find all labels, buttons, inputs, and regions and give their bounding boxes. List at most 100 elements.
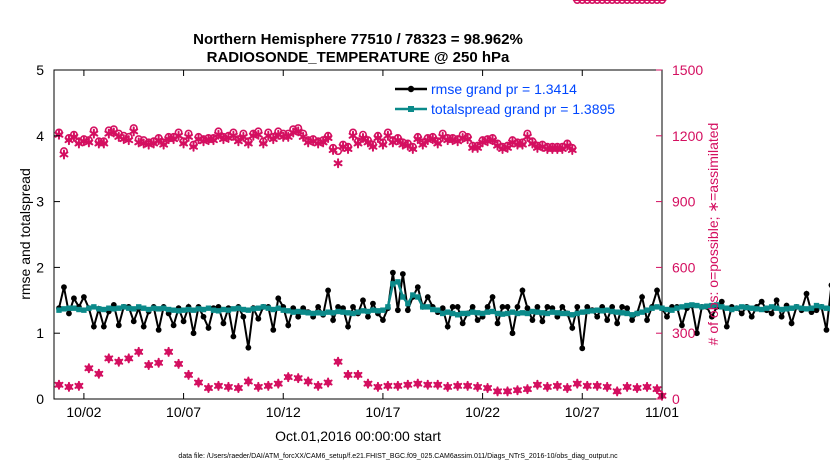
rmse-point	[140, 323, 147, 330]
obs-low-assimilated-point	[343, 369, 353, 380]
rmse-point	[509, 330, 516, 337]
x-tick-label: 10/17	[365, 404, 400, 420]
spread-point	[116, 305, 122, 311]
x-tick-label: 10/07	[166, 404, 201, 420]
rmse-point	[584, 303, 591, 310]
spread-point	[420, 304, 426, 310]
obs-possible-point	[334, 147, 343, 156]
spread-point	[136, 304, 142, 310]
spread-point	[260, 304, 267, 310]
obs-low-assimilated-point	[542, 381, 552, 392]
obs-low-assimilated-point	[194, 377, 203, 388]
obs-possible-point	[593, 0, 602, 4]
spread-point	[818, 304, 825, 310]
obs-low-assimilated-point	[124, 353, 134, 364]
x-axis-label: Oct.01,2016 00:00:00 start	[275, 428, 441, 444]
legend-spread-marker	[408, 106, 414, 112]
obs-low-assimilated-point	[423, 379, 433, 390]
rmse-point	[449, 303, 456, 310]
rmse-point	[180, 318, 187, 325]
spread-point	[230, 306, 237, 312]
spread-point	[185, 306, 192, 313]
spread-point	[793, 304, 800, 310]
spread-point	[385, 304, 391, 310]
obs-low-assimilated-point	[134, 346, 144, 357]
rmse-point	[778, 313, 785, 320]
legend-background	[392, 80, 658, 122]
rmse-point	[66, 310, 72, 317]
legend-spread-label: totalspread grand pr = 1.3895	[431, 101, 615, 117]
spread-point	[355, 309, 361, 315]
rmse-point	[345, 323, 351, 330]
obs-low-assimilated-point	[333, 356, 343, 367]
spread-point	[131, 306, 137, 312]
x-tick-label: 10/12	[266, 404, 301, 420]
spread-point	[604, 307, 610, 313]
spread-point	[180, 307, 187, 313]
spread-point	[619, 310, 625, 316]
rmse-point	[519, 287, 526, 294]
spread-point	[684, 302, 690, 309]
rmse-point	[285, 322, 292, 329]
spread-point	[330, 310, 336, 316]
obs-assimilated-point	[503, 142, 512, 153]
obs-low-assimilated-point	[363, 378, 373, 389]
obs-low-assimilated-point	[642, 381, 652, 392]
obs-low-assimilated-point	[403, 379, 413, 390]
spread-point	[669, 307, 675, 313]
spread-point	[141, 305, 147, 311]
obs-assimilated-point	[89, 128, 99, 139]
spread-point	[91, 304, 97, 310]
rmse-point	[270, 327, 277, 333]
spread-point	[514, 310, 521, 317]
spread-point	[86, 305, 92, 311]
spread-point	[66, 305, 72, 311]
obs-assimilated-point	[59, 149, 69, 160]
spread-point	[753, 306, 760, 312]
x-tick-label: 11/01	[645, 404, 679, 420]
spread-point	[479, 310, 486, 317]
spread-point	[200, 306, 207, 313]
obs-low-assimilated-point	[184, 369, 194, 380]
rmse-point	[619, 303, 626, 310]
spread-point	[454, 312, 461, 318]
obs-low-assimilated-point	[154, 357, 164, 368]
y-tick-label-left: 2	[36, 259, 44, 275]
obs-possible-point	[648, 0, 657, 4]
obs-low-assimilated-point	[483, 383, 493, 394]
spread-point	[350, 310, 356, 317]
spread-point	[549, 309, 556, 315]
spread-point	[340, 309, 346, 315]
spread-point	[644, 307, 650, 313]
rmse-point	[574, 303, 581, 310]
spread-point	[609, 308, 615, 315]
rmse-point	[813, 307, 820, 314]
obs-low-assimilated-point	[393, 380, 403, 391]
obs-assimilated-point	[383, 130, 393, 141]
obs-low-assimilated-point	[174, 358, 184, 369]
spread-point	[56, 307, 62, 313]
rmse-point	[414, 284, 421, 291]
rmse-point	[155, 327, 162, 333]
spread-point	[778, 306, 785, 313]
obs-low-assimilated-point	[213, 380, 223, 391]
spread-point	[81, 307, 87, 313]
y-tick-label-left: 0	[36, 391, 44, 407]
spread-point	[325, 309, 331, 315]
obs-low-assimilated-point	[443, 381, 453, 392]
rmse-point	[748, 313, 755, 320]
spread-point	[250, 306, 257, 312]
spread-point	[729, 306, 735, 313]
spread-point	[275, 305, 281, 311]
obs-possible-point	[643, 0, 652, 4]
obs-assimilated-point	[433, 138, 443, 149]
rmse-point	[315, 303, 322, 310]
obs-assimilated-point	[318, 137, 328, 148]
spread-point	[509, 309, 516, 315]
rmse-point	[90, 323, 97, 330]
rmse-point	[71, 295, 77, 302]
rmse-point	[365, 313, 371, 320]
rmse-point	[614, 320, 621, 327]
obs-assimilated-point	[243, 138, 253, 149]
obs-assimilated-point	[463, 134, 473, 145]
